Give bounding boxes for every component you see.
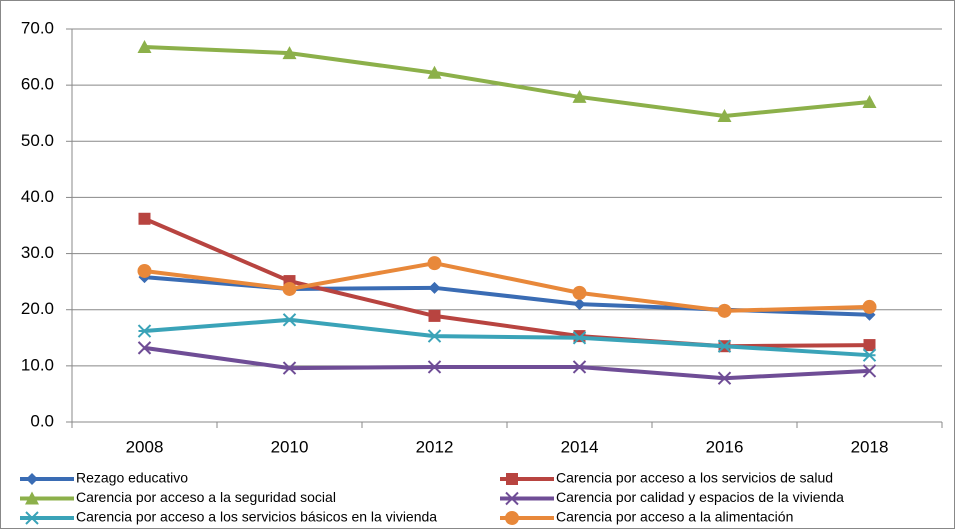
marker [282, 361, 297, 375]
y-tick-label: 60.0 [21, 75, 54, 94]
marker [137, 341, 152, 355]
x-tick-label: 2008 [126, 437, 164, 456]
marker [138, 212, 151, 225]
marker [282, 281, 297, 296]
legend-label: Carencia por calidad y espacios de la vi… [556, 489, 844, 505]
x-tick-label: 2018 [851, 437, 889, 456]
marker [572, 331, 587, 345]
legend-label: Carencia por acceso a la seguridad socia… [76, 489, 336, 505]
marker [427, 329, 442, 343]
marker [572, 89, 587, 103]
y-tick-label: 40.0 [21, 187, 54, 206]
series-line [144, 317, 870, 358]
legend-marker [26, 473, 38, 485]
x-tick-label: 2016 [706, 437, 744, 456]
marker [862, 364, 877, 378]
marker [863, 339, 876, 352]
legend-marker [25, 491, 39, 505]
legend-label: Carencia por acceso a la alimentación [556, 509, 793, 525]
x-tick-label: 2010 [271, 437, 309, 456]
series-line [144, 44, 870, 119]
marker [427, 65, 442, 79]
y-tick-label: 70.0 [21, 18, 54, 37]
x-tick-label: 2012 [416, 437, 454, 456]
marker [717, 303, 732, 318]
legend-label: Rezago educativo [76, 470, 188, 486]
marker [573, 298, 586, 311]
marker [862, 348, 877, 362]
y-tick-label: 20.0 [21, 299, 54, 318]
series-line [144, 261, 870, 313]
y-tick-label: 30.0 [21, 243, 54, 262]
legend-marker [505, 491, 519, 506]
marker [137, 39, 152, 53]
marker [862, 94, 877, 108]
legend-marker [25, 511, 39, 525]
marker [427, 360, 442, 374]
marker [717, 109, 732, 123]
y-tick-label: 50.0 [21, 131, 54, 150]
legend-label: Carencia por acceso a los servicios de s… [556, 470, 833, 486]
legend-marker [505, 511, 519, 525]
marker [717, 339, 732, 353]
marker [572, 285, 587, 300]
marker [428, 309, 441, 322]
marker [428, 281, 441, 294]
marker [572, 360, 587, 374]
marker [862, 299, 877, 314]
marker [137, 263, 152, 278]
marker [427, 256, 442, 271]
y-tick-label: 10.0 [21, 355, 54, 374]
y-tick-label: 0.0 [30, 411, 54, 430]
legend-label: Carencia por acceso a los servicios bási… [76, 509, 437, 525]
marker [137, 324, 152, 338]
series-line [144, 345, 870, 381]
marker [717, 371, 732, 385]
marker [282, 46, 297, 60]
x-tick-label: 2014 [561, 437, 599, 456]
marker [282, 313, 297, 327]
legend-marker [506, 473, 518, 485]
